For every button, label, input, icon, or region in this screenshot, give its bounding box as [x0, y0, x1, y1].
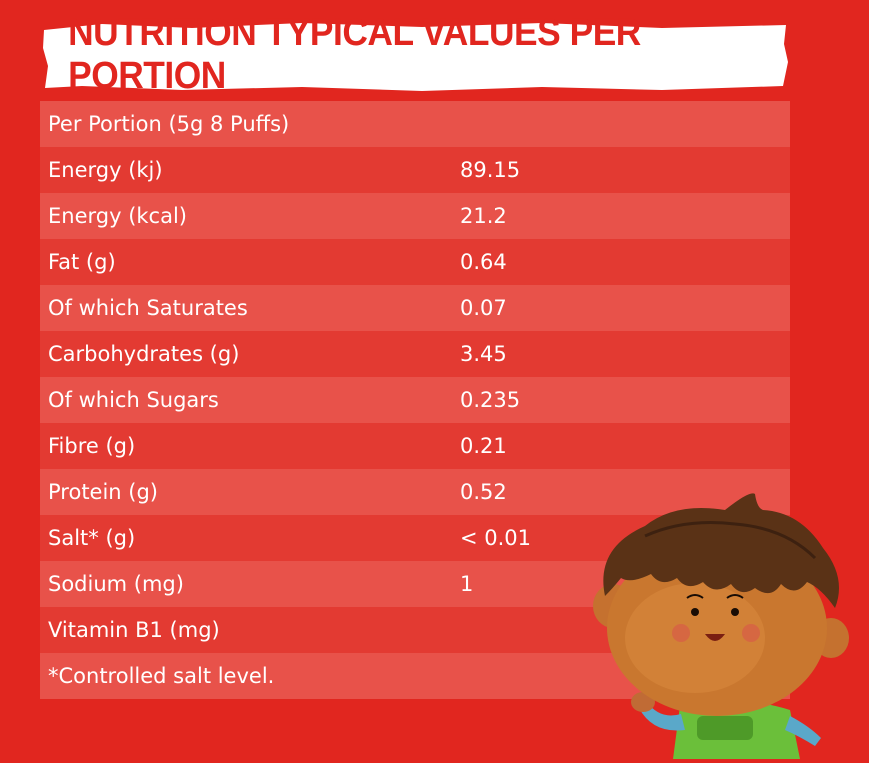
row-label: Sodium (mg) [48, 572, 184, 596]
row-value: 89.15 [460, 158, 521, 182]
row-label: Of which Saturates [48, 296, 248, 320]
row-label: Of which Sugars [48, 388, 219, 412]
table-row: Per Portion (5g 8 Puffs) [40, 101, 790, 147]
row-label: Energy (kj) [48, 158, 163, 182]
banner-background [43, 23, 788, 91]
row-value: < 0.01 [460, 526, 532, 550]
table-row: Fat (g) 0.64 [40, 239, 790, 285]
row-value: 0.07 [460, 296, 507, 320]
page-title: NUTRITION TYPICAL VALUES PER PORTION [68, 12, 641, 97]
cartoon-boy-illustration [585, 488, 869, 759]
row-value: 0.52 [460, 480, 507, 504]
row-label: Per Portion (5g 8 Puffs) [48, 112, 290, 136]
row-value: 1 [460, 572, 474, 596]
footnote-text: *Controlled salt level. [48, 664, 275, 688]
row-value: 0.21 [460, 434, 507, 458]
row-label: Energy (kcal) [48, 204, 187, 228]
row-value: 3.45 [460, 342, 507, 366]
row-value: 0.64 [460, 250, 507, 274]
row-label: Protein (g) [48, 480, 159, 504]
row-label: Fat (g) [48, 250, 116, 274]
table-row: Fibre (g) 0.21 [40, 423, 790, 469]
row-label: Carbohydrates (g) [48, 342, 240, 366]
row-value: 21.2 [460, 204, 507, 228]
table-row: Protein (g) 0.52 [40, 469, 790, 515]
row-label: Salt* (g) [48, 526, 136, 550]
title-banner: NUTRITION TYPICAL VALUES PER PORTION [42, 12, 788, 97]
row-value: 0.235 [460, 388, 521, 412]
table-row: Energy (kj) 89.15 [40, 147, 790, 193]
table-row: Of which Sugars 0.235 [40, 377, 790, 423]
row-label: Vitamin B1 (mg) [48, 618, 220, 642]
table-row: Carbohydrates (g) 3.45 [40, 331, 790, 377]
table-row: Energy (kcal) 21.2 [40, 193, 790, 239]
table-row: Of which Saturates 0.07 [40, 285, 790, 331]
row-label: Fibre (g) [48, 434, 136, 458]
